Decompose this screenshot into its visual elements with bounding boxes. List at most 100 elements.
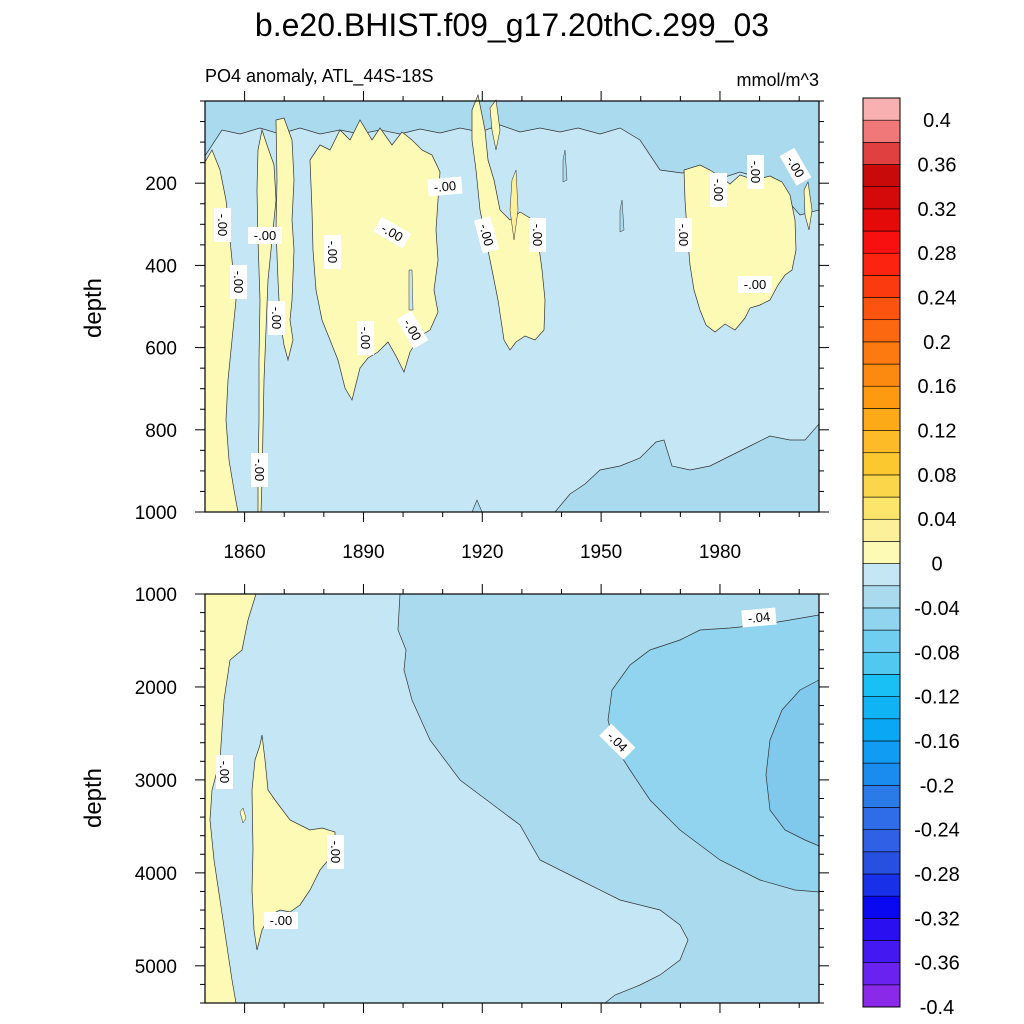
- colorbar-box: [862, 807, 901, 830]
- colorbar-box: [862, 984, 901, 1008]
- x-tick-label: 1860: [223, 542, 265, 563]
- colorbar-tick-label: 0.2: [923, 332, 951, 354]
- svg-text:-.00: -.00: [744, 277, 766, 292]
- colorbar-box: [862, 651, 901, 675]
- colorbar-box: [862, 164, 901, 187]
- colorbar-box: [862, 430, 901, 454]
- lower-axes: 1000 2000 3000 4000 5000: [135, 584, 829, 1013]
- svg-text:-.00: -.00: [476, 222, 496, 248]
- colorbar-box: [862, 873, 901, 897]
- colorbar-box: [862, 629, 901, 653]
- colorbar-tick-label: -0.36: [914, 953, 960, 975]
- y-tick-label: 400: [145, 256, 177, 277]
- lower-negative-core-region: [765, 679, 820, 847]
- lower-field: [204, 593, 820, 1004]
- svg-text:-.00: -.00: [270, 913, 292, 928]
- x-tick-label: 1920: [461, 542, 503, 563]
- contour-label: -.00: [248, 227, 282, 244]
- colorbar-box: [862, 784, 901, 808]
- lower-positive-island: [239, 807, 247, 824]
- colorbar-box: [862, 230, 901, 254]
- contour-label: -.00: [779, 147, 812, 186]
- y-tick-label: 1000: [135, 585, 177, 606]
- lower-weak-negative-region: [204, 593, 689, 1004]
- colorbar-tick-label: 0.36: [918, 155, 957, 177]
- contour-label: -.00: [327, 835, 344, 869]
- colorbar-box: [862, 563, 901, 587]
- colorbar-tick-label: 0.08: [918, 465, 957, 487]
- colorbar-tick-label: 0.32: [918, 199, 957, 221]
- colorbar-box: [862, 363, 901, 387]
- lower-positive-region-west: [204, 593, 257, 1004]
- colorbar-box: [862, 496, 901, 520]
- colorbar-tick-label: 0.4: [923, 110, 951, 132]
- svg-text:-.00: -.00: [358, 327, 373, 349]
- colorbar-box: [862, 918, 901, 941]
- upper-plot-frame: [204, 100, 820, 513]
- colorbar-box: [862, 252, 901, 276]
- lower-contour-labels: -.04 -.04 -.00 -.00 -.00: [216, 607, 777, 929]
- chart-title: b.e20.BHIST.f09_g17.20thC.299_03: [255, 7, 769, 43]
- contour-label: -.00: [675, 218, 692, 252]
- upper-axes: 1860 1890 1920 1950 1980 200 400 600 800 1000: [135, 91, 829, 563]
- colorbar-box: [862, 518, 901, 542]
- upper-negative-island: [408, 269, 414, 311]
- x-tick-label: 1950: [580, 542, 622, 563]
- y-tick-label: 4000: [135, 864, 177, 885]
- y-tick-label: 2000: [135, 678, 177, 699]
- contour-label: -.00: [529, 218, 546, 252]
- colorbar-box: [862, 319, 901, 343]
- colorbar-box: [862, 607, 901, 631]
- colorbar-box: [862, 541, 901, 564]
- svg-text:-.00: -.00: [269, 307, 284, 329]
- y-tick-label: 1000: [135, 503, 177, 524]
- y-tick-label: 5000: [135, 957, 177, 978]
- lower-plot-frame: [204, 593, 820, 1004]
- colorbar-box: [862, 385, 901, 409]
- colorbar-tick-label: -0.24: [914, 820, 960, 842]
- contour-label: -.00: [324, 235, 341, 269]
- lower-depth-axis-label: depth: [80, 768, 107, 828]
- contour-label: -.00: [251, 453, 268, 487]
- colorbar-box: [862, 674, 901, 697]
- colorbar: 0.4 0.36 0.32 0.28 0.24 0.2 0.16 0.12 0.08 0.04 0 -…: [862, 97, 960, 1019]
- colorbar-tick-label: -0.32: [914, 908, 960, 930]
- svg-text:-.00: -.00: [252, 459, 267, 481]
- colorbar-tick-label: 0.04: [918, 509, 957, 531]
- colorbar-box: [862, 208, 901, 232]
- colorbar-tick-label: -0.4: [920, 997, 954, 1019]
- colorbar-tick-label: -0.08: [914, 642, 960, 664]
- colorbar-box: [862, 97, 901, 121]
- variable-label: PO4 anomaly, ATL_44S-18S: [205, 66, 433, 87]
- colorbar-tick-label: 0.24: [918, 288, 957, 310]
- colorbar-tick-label: -0.04: [914, 598, 960, 620]
- y-tick-label: 3000: [135, 771, 177, 792]
- y-tick-label: 800: [145, 421, 177, 442]
- colorbar-tick-label: -0.2: [920, 775, 954, 797]
- colorbar-box: [862, 275, 901, 298]
- colorbar-tick-label: -0.12: [914, 687, 960, 709]
- colorbar-box: [862, 585, 901, 609]
- contour-label: -.00: [268, 301, 285, 335]
- upper-negative-island: [562, 149, 568, 183]
- x-tick-label: 1980: [699, 542, 741, 563]
- colorbar-box: [862, 341, 901, 365]
- svg-text:-.00: -.00: [325, 241, 340, 263]
- x-tick-label: 1890: [342, 542, 384, 563]
- upper-positive-core-1925: [509, 169, 519, 241]
- contour-label: -.00: [214, 208, 231, 242]
- svg-text:-.00: -.00: [530, 224, 545, 246]
- svg-text:-.00: -.00: [711, 179, 726, 201]
- contour-label: -.00: [216, 755, 233, 789]
- contour-label: -.00: [738, 276, 772, 293]
- svg-text:-.00: -.00: [676, 224, 691, 246]
- upper-positive-patch-1866: [256, 128, 277, 513]
- colorbar-tick-label: 0: [931, 554, 942, 576]
- colorbar-tick-label: -0.16: [914, 731, 960, 753]
- colorbar-tick-label: 0.28: [918, 243, 957, 265]
- colorbar-tick-label: 0.12: [918, 421, 957, 443]
- colorbar-box: [862, 452, 901, 476]
- upper-field: [204, 93, 820, 513]
- svg-text:-.00: -.00: [433, 178, 457, 195]
